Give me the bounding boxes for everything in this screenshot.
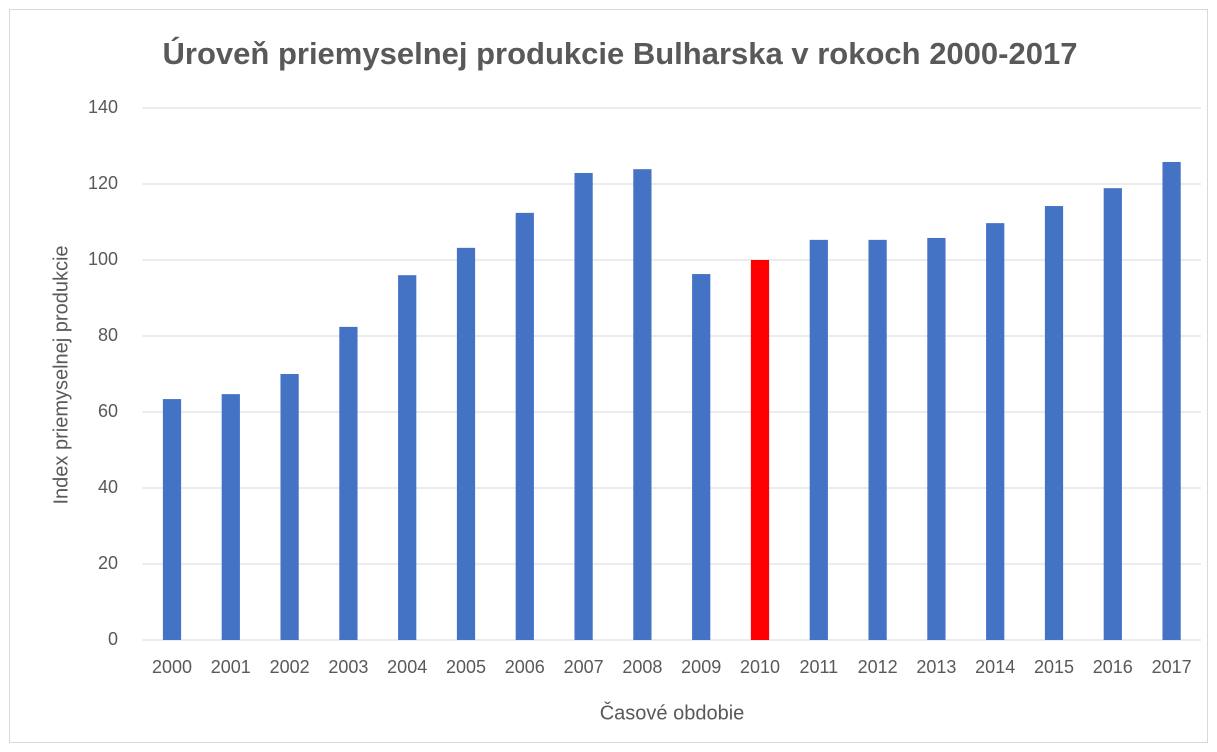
y-tick-label: 140 <box>88 97 118 117</box>
x-tick-label: 2014 <box>975 657 1015 677</box>
bar <box>515 212 534 640</box>
chart-frame <box>9 9 1208 743</box>
y-tick-label: 80 <box>98 325 118 345</box>
x-tick-label: 2000 <box>152 657 192 677</box>
x-tick-label: 2004 <box>387 657 427 677</box>
x-tick-label: 2012 <box>858 657 898 677</box>
bar <box>1103 188 1122 640</box>
bar <box>574 172 593 641</box>
bar <box>162 399 182 640</box>
bar <box>339 326 358 640</box>
bar <box>633 169 652 640</box>
x-tick-label: 2008 <box>622 657 662 677</box>
y-tick-label: 20 <box>98 553 118 573</box>
x-tick-label: 2015 <box>1034 657 1074 677</box>
x-tick-label: 2001 <box>211 657 251 677</box>
bar <box>456 247 476 640</box>
x-axis-label: Časové obdobie <box>600 701 745 724</box>
bar <box>927 237 946 640</box>
x-tick-label: 2006 <box>505 657 545 677</box>
bar <box>868 239 887 641</box>
bar <box>1044 206 1064 641</box>
y-tick-label: 0 <box>108 629 118 649</box>
bar <box>1162 161 1181 640</box>
bar <box>986 223 1005 640</box>
x-tick-label: 2013 <box>916 657 956 677</box>
x-tick-label: 2016 <box>1093 657 1133 677</box>
bar <box>398 275 417 640</box>
bar <box>221 394 240 640</box>
x-tick-label: 2002 <box>270 657 310 677</box>
y-tick-label: 40 <box>98 477 118 497</box>
x-tick-label: 2017 <box>1152 657 1192 677</box>
y-tick-label: 100 <box>88 249 118 269</box>
x-tick-label: 2007 <box>564 657 604 677</box>
y-axis-label: Index priemyselnej produkcie <box>50 245 72 504</box>
x-tick-label: 2009 <box>681 657 721 677</box>
chart-title: Úroveň priemyselnej produkcie Bulharska … <box>163 35 1078 71</box>
x-tick-label: 2010 <box>740 657 780 677</box>
bar <box>692 274 711 640</box>
bar <box>280 374 299 640</box>
bar <box>750 260 770 640</box>
y-tick-label: 120 <box>88 173 118 193</box>
x-tick-label: 2011 <box>799 657 838 677</box>
x-tick-label: 2005 <box>446 657 486 677</box>
y-tick-label: 60 <box>98 401 118 421</box>
bar <box>809 239 828 641</box>
x-tick-label: 2003 <box>328 657 368 677</box>
